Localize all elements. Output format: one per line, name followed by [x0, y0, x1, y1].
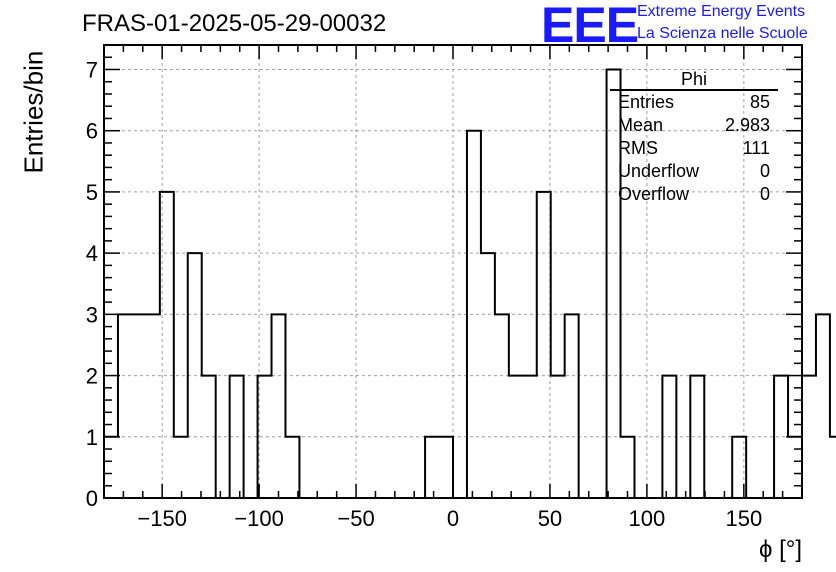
stats-label: Entries [618, 92, 675, 112]
stats-label: RMS [618, 138, 658, 158]
histogram-bin [439, 437, 453, 498]
eee-logo: EEE [541, 0, 639, 53]
histogram-bin [481, 253, 495, 498]
histogram-bin [104, 437, 118, 498]
histogram-bin [774, 376, 788, 498]
histogram-bin [272, 314, 286, 498]
histogram-bin [174, 437, 188, 498]
histogram-bin [425, 437, 439, 498]
stats-value: 0 [759, 184, 770, 204]
x-tick-label: −50 [337, 506, 374, 531]
histogram-bin [258, 376, 272, 498]
histogram-bin [662, 376, 676, 498]
histogram-bin [467, 131, 481, 498]
stats-row-overflow: Overflow 0 [610, 183, 778, 206]
y-tick-label: 3 [86, 302, 98, 327]
stats-row-mean: Mean 2.983 [610, 114, 778, 137]
histogram-bin [523, 376, 537, 498]
x-tick-label: 100 [629, 506, 666, 531]
histogram-bin [537, 192, 551, 498]
histogram-bin [285, 437, 299, 498]
x-tick-label: 50 [538, 506, 562, 531]
histogram-bin [230, 376, 244, 498]
y-tick-label: 2 [86, 364, 98, 389]
histogram-bin [202, 376, 216, 498]
histogram-bin [802, 376, 816, 498]
stats-row-underflow: Underflow 0 [610, 160, 778, 183]
histogram-bin [788, 437, 802, 498]
logo-subtitle-line-1: Extreme Energy Events [637, 3, 806, 20]
histogram-bin [509, 376, 523, 498]
histogram-bin [551, 376, 565, 498]
statistics-box-title: Phi [610, 69, 778, 91]
histogram-bin [188, 253, 202, 498]
chart-title: FRAS-01-2025-05-29-00032 [82, 10, 387, 37]
stats-row-entries: Entries 85 [610, 91, 778, 114]
histogram-bin [621, 437, 635, 498]
x-tick-label: −100 [234, 506, 284, 531]
y-tick-label: 1 [86, 425, 98, 450]
stats-label: Underflow [618, 161, 700, 181]
y-tick-label: 5 [86, 180, 98, 205]
x-tick-label: 150 [725, 506, 762, 531]
histogram-bin [132, 314, 146, 498]
histogram-bin [160, 192, 174, 498]
statistics-box: Phi Entries 85 Mean 2.983 RMS 111 Underf… [610, 69, 778, 206]
x-tick-label: 0 [447, 506, 459, 531]
histogram-bin [565, 314, 579, 498]
logo-subtitle-line-2: La Scienza nelle Scuole [637, 25, 808, 42]
stats-value: 85 [749, 92, 770, 112]
x-tick-label: −150 [137, 506, 187, 531]
stats-value: 111 [742, 138, 770, 158]
stats-row-rms: RMS 111 [610, 137, 778, 160]
histogram-bin [816, 314, 830, 498]
y-tick-label: 4 [86, 241, 98, 266]
stats-value: 2.983 [724, 115, 770, 135]
x-axis-label: ϕ [°] [758, 536, 802, 563]
y-tick-label: 6 [86, 119, 98, 144]
histogram-bin [830, 437, 836, 498]
stats-label: Overflow [618, 184, 690, 204]
histogram-bin [495, 314, 509, 498]
histogram-bin [118, 314, 132, 498]
histogram-bin [690, 376, 704, 498]
histogram-bin [146, 314, 160, 498]
stats-label: Mean [618, 115, 664, 135]
y-tick-label: 0 [86, 486, 98, 511]
y-tick-label: 7 [86, 57, 98, 82]
stats-value: 0 [759, 161, 770, 181]
